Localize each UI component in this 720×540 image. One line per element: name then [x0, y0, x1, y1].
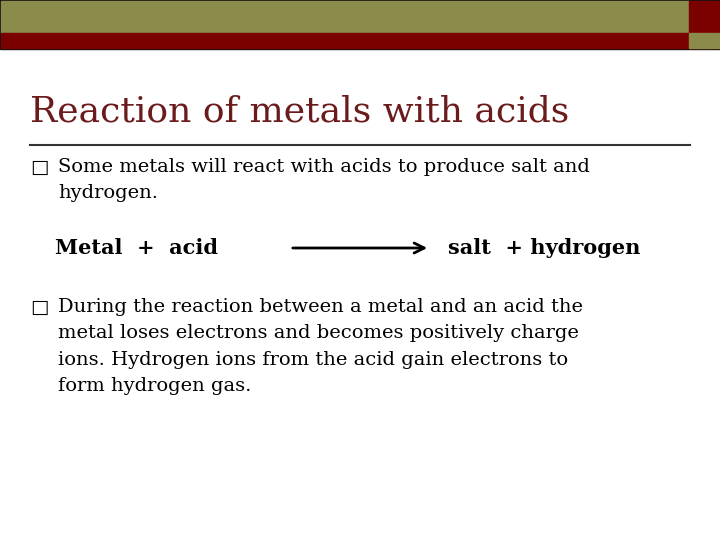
Text: salt  + hydrogen: salt + hydrogen: [448, 238, 640, 258]
Text: □: □: [30, 158, 48, 177]
Bar: [689, 1, 719, 33]
Bar: [1, 33, 719, 48]
Text: □: □: [30, 298, 48, 317]
Text: Metal  +  acid: Metal + acid: [55, 238, 218, 258]
Text: Some metals will react with acids to produce salt and
hydrogen.: Some metals will react with acids to pro…: [58, 158, 590, 202]
Bar: [0, 0, 720, 49]
Bar: [689, 33, 719, 48]
Bar: [1, 1, 689, 33]
Text: During the reaction between a metal and an acid the
metal loses electrons and be: During the reaction between a metal and …: [58, 298, 583, 395]
Text: Reaction of metals with acids: Reaction of metals with acids: [30, 95, 570, 129]
